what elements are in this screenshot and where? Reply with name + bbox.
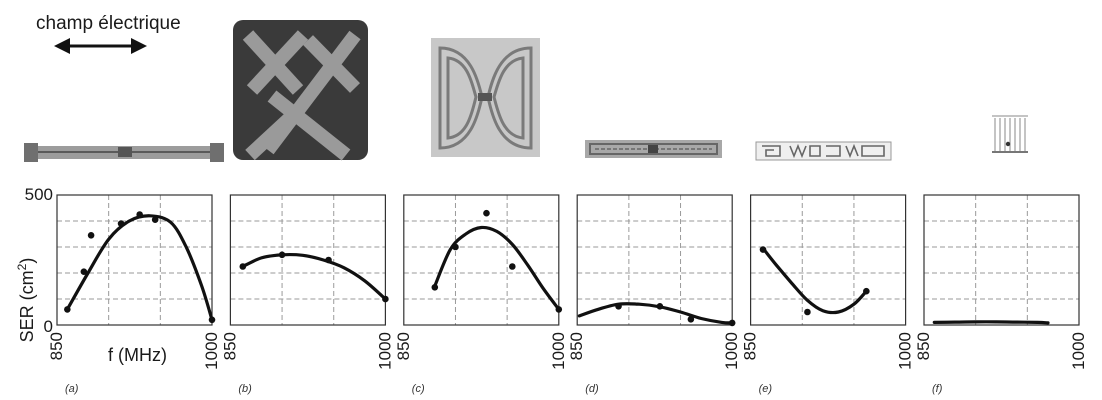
field-label: champ électrique xyxy=(36,13,181,34)
data-point xyxy=(117,220,125,227)
x-tick-label: 850 xyxy=(914,332,933,360)
chart-frame xyxy=(923,194,1080,326)
data-point xyxy=(759,246,767,253)
chart-frame xyxy=(749,194,907,326)
data-point xyxy=(431,284,439,291)
panel-caption: (d) xyxy=(585,383,599,395)
chart-frame xyxy=(403,194,560,326)
chart-grid xyxy=(230,195,386,325)
data-point xyxy=(656,302,664,310)
series-line xyxy=(577,302,734,325)
y-axis-label-sup: 2 xyxy=(15,263,29,270)
data-point xyxy=(80,268,88,276)
data-point xyxy=(87,232,95,239)
y-tick-label-bottom: 0 xyxy=(44,317,53,336)
data-point xyxy=(278,251,286,259)
chart-grid xyxy=(57,195,212,325)
x-tick-label: 1000 xyxy=(375,332,394,370)
data-point xyxy=(863,287,870,295)
data-point xyxy=(615,302,622,310)
data-point xyxy=(208,316,216,324)
data-point xyxy=(325,256,332,264)
data-point xyxy=(687,315,695,323)
tag-image-c xyxy=(431,38,540,157)
data-point xyxy=(239,263,247,270)
x-tick-label: 1000 xyxy=(202,332,221,370)
chart-grid xyxy=(577,195,733,325)
x-tick-label: 850 xyxy=(220,332,239,360)
x-tick-label: 1000 xyxy=(1069,332,1088,370)
chart-frame xyxy=(229,194,386,326)
tag-image-b xyxy=(233,20,368,161)
y-axis-label-main: SER (cm xyxy=(17,270,37,342)
chart-panel-d: 850 1000 (d) xyxy=(567,194,741,395)
chart-panel-c: 850 1000 (c) xyxy=(394,194,568,395)
data-point xyxy=(483,209,490,217)
chart-panel-e: 850 1000 (e) xyxy=(741,194,915,395)
y-axis-label-close: ) xyxy=(17,258,37,264)
data-point xyxy=(728,319,736,327)
x-tick-label: 850 xyxy=(741,332,760,360)
field-arrow-icon xyxy=(54,38,147,54)
x-tick-label: 850 xyxy=(567,332,586,360)
x-tick-label: 1000 xyxy=(722,332,741,370)
tag-image-a xyxy=(24,143,224,162)
panel-caption: (b) xyxy=(238,383,252,395)
panel-caption: (c) xyxy=(412,383,425,395)
chart-frame xyxy=(56,194,213,326)
series-line xyxy=(761,246,868,315)
data-point xyxy=(136,211,143,218)
x-axis-label: f (MHz) xyxy=(108,345,167,365)
tag-image-e xyxy=(755,141,892,161)
tag-image-f xyxy=(992,115,1028,153)
panel-caption: (e) xyxy=(759,383,773,395)
data-point xyxy=(509,263,516,270)
x-tick-label: 850 xyxy=(47,332,66,360)
tag-image-d xyxy=(585,140,722,158)
y-tick-label-top: 500 xyxy=(25,185,53,204)
chart-grid xyxy=(403,195,559,325)
chart-frame xyxy=(576,194,733,326)
chart-panels: 850 1000(a)850 1000(b)850 1000(c)850 1000(d)… xyxy=(47,194,1088,395)
data-point xyxy=(452,243,459,251)
y-axis-label: SER (cm2) xyxy=(15,258,37,343)
series-line xyxy=(241,252,387,301)
chart-grid xyxy=(750,195,906,325)
series-line xyxy=(932,320,1050,325)
chart-panel-b: 850 1000 (b) xyxy=(220,194,394,395)
series-line xyxy=(65,214,214,322)
data-point xyxy=(804,308,811,316)
series-line xyxy=(433,225,561,311)
chart-panel-f: 850 1000 (f) xyxy=(914,194,1088,395)
x-tick-label: 1000 xyxy=(896,332,915,370)
chart-panel-a: 850 1000 (a) xyxy=(47,194,221,395)
data-point xyxy=(382,295,389,303)
x-tick-label: 850 xyxy=(394,332,413,360)
data-point xyxy=(151,216,159,223)
chart-grid xyxy=(924,195,1079,325)
data-point xyxy=(555,306,563,313)
data-point xyxy=(64,306,71,313)
panel-caption: (f) xyxy=(932,383,943,395)
x-tick-label: 1000 xyxy=(549,332,568,370)
panel-caption: (a) xyxy=(65,383,79,395)
